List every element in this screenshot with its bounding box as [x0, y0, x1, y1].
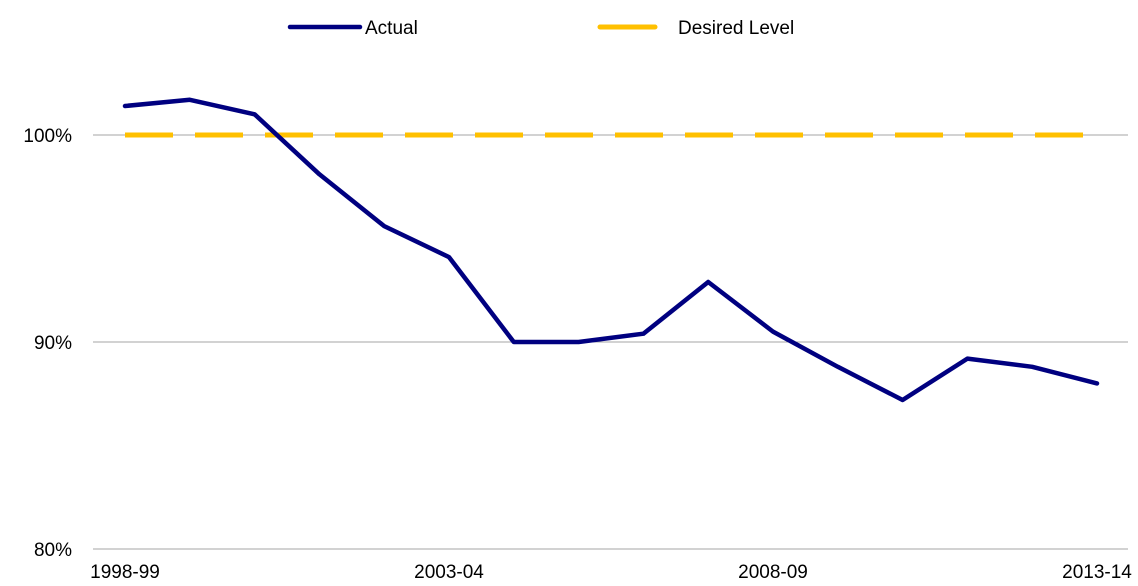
legend-label: Actual: [365, 18, 418, 39]
legend-item-actual: Actual: [287, 18, 418, 39]
x-tick-label: 2013-14: [1062, 562, 1132, 583]
legend: Actual Desired Level: [287, 18, 794, 39]
x-tick-label: 2003-04: [414, 562, 484, 583]
series-line-actual: [122, 97, 1100, 403]
x-tick-label: 2008-09: [738, 562, 808, 583]
series-lines: [122, 97, 1100, 403]
x-axis-tick-labels: 1998-99 2003-04 2008-09 2013-14: [90, 562, 1132, 583]
y-tick-label: 100%: [23, 126, 72, 147]
y-axis-tick-labels: 80% 90% 100%: [23, 126, 72, 561]
gridlines: [93, 134, 1128, 550]
x-tick-label: 1998-99: [90, 562, 160, 583]
legend-item-desired-level: Desired Level: [597, 18, 794, 39]
y-tick-label: 80%: [34, 540, 72, 561]
y-tick-label: 90%: [34, 333, 72, 354]
legend-label: Desired Level: [678, 18, 794, 39]
